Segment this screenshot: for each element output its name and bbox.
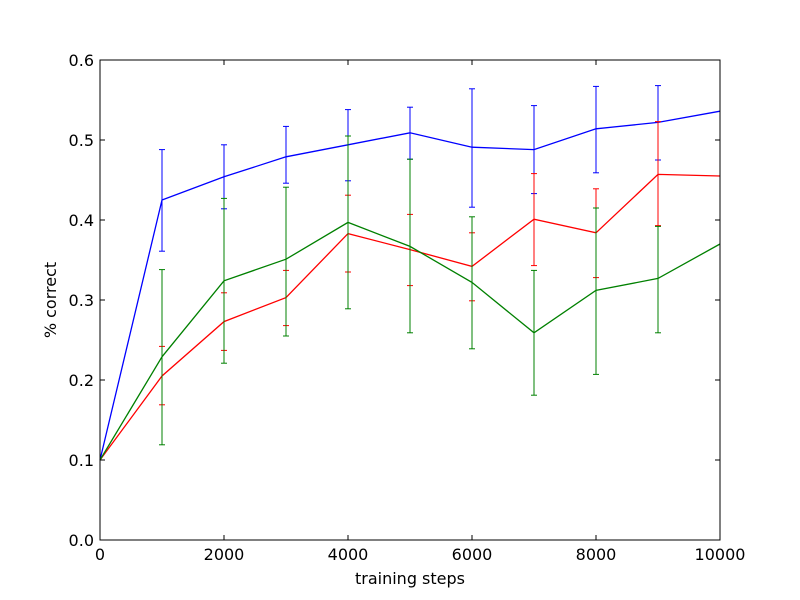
error-bar [283, 186, 289, 337]
error-bar [159, 149, 165, 252]
error-bar [655, 225, 661, 334]
error-bar [531, 269, 537, 396]
series-3 [99, 135, 721, 461]
x-tick-label: 0 [95, 545, 105, 564]
y-tick-label: 0.3 [69, 291, 94, 310]
y-axis-label: % correct [41, 262, 60, 338]
error-bar [159, 269, 165, 446]
y-tick-label: 0.5 [69, 131, 94, 150]
y-tick-label: 0.1 [69, 451, 94, 470]
error-bar [469, 88, 475, 208]
y-tick-label: 0.4 [69, 211, 94, 230]
error-bar [221, 197, 227, 364]
x-tick-label: 2000 [204, 545, 245, 564]
y-tick-label: 0.6 [69, 51, 94, 70]
x-tick-label: 8000 [576, 545, 617, 564]
error-bar [531, 173, 537, 267]
y-tick-label: 0.2 [69, 371, 94, 390]
error-bar [469, 216, 475, 350]
error-bar [593, 85, 599, 174]
error-bar [345, 135, 351, 310]
x-tick-label: 6000 [452, 545, 493, 564]
x-axis-label: training steps [355, 569, 465, 588]
y-tick-label: 0.0 [69, 531, 94, 550]
x-tick-label: 4000 [328, 545, 369, 564]
x-tick-label: 10000 [695, 545, 746, 564]
error-bar [593, 207, 599, 375]
error-bar [283, 125, 289, 184]
ticks: 0 2000 4000 6000 8000 10000 0.0 0.1 0.2 0.3 0.4 0.5… [69, 51, 746, 564]
error-bar [655, 121, 661, 227]
error-bar [407, 158, 413, 334]
plot-data [99, 85, 721, 461]
